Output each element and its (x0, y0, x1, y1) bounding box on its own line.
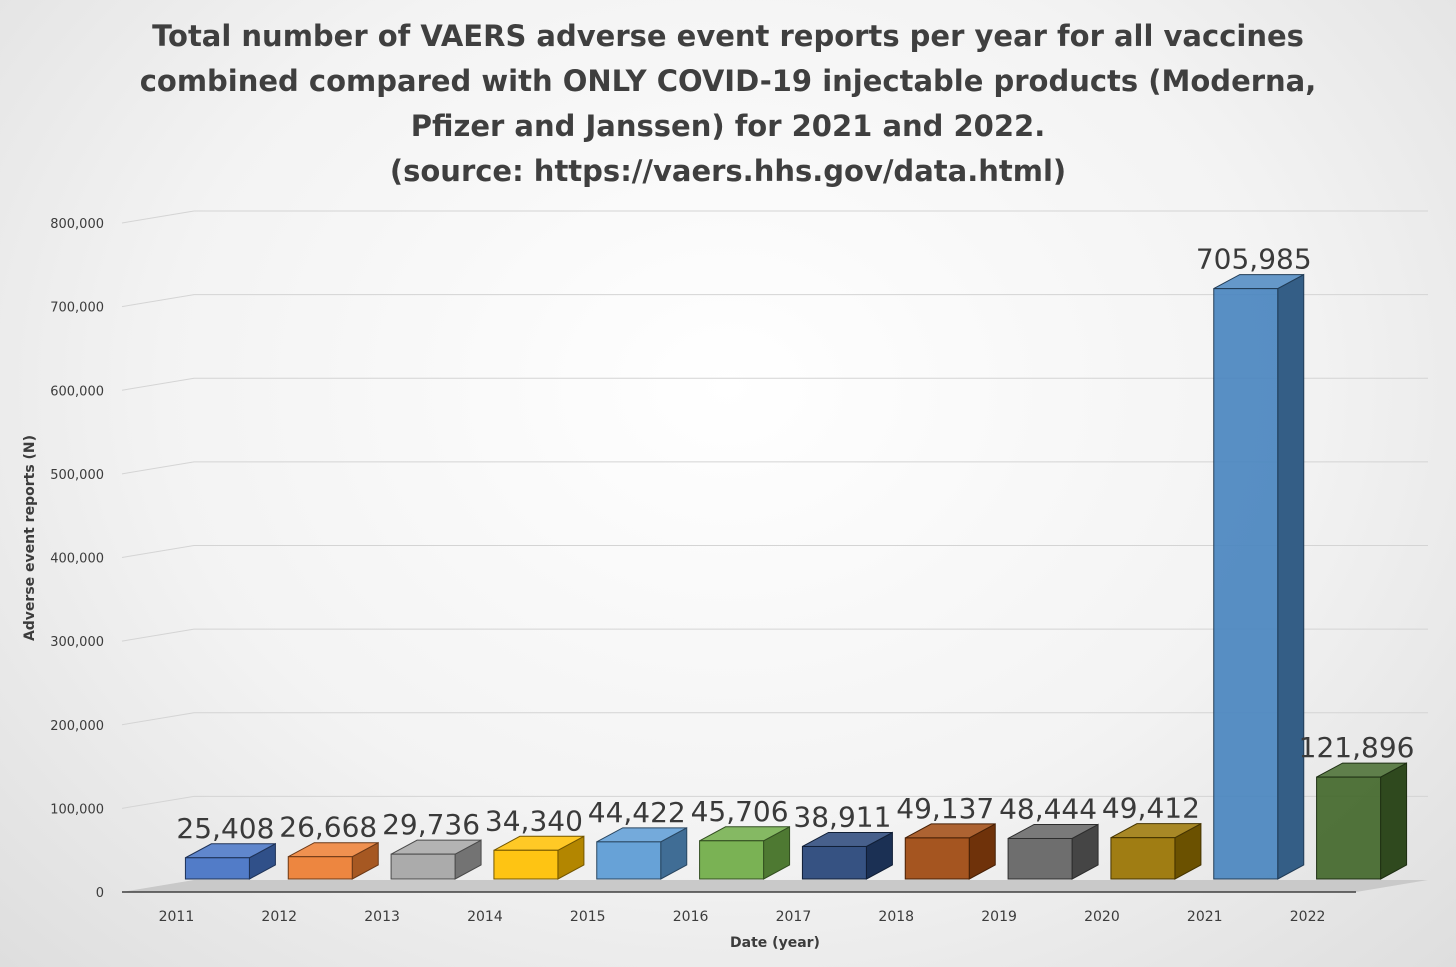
y-tick-label: 600,000 (50, 384, 104, 399)
bar (1316, 762, 1408, 880)
bar-front (1316, 776, 1382, 880)
y-tick-label: 300,000 (50, 635, 104, 650)
chart-title-line: combined compared with ONLY COVID-19 inj… (139, 64, 1317, 98)
x-tick-label: 2021 (1187, 909, 1223, 925)
x-tick-label: 2013 (364, 909, 400, 925)
x-tick-label: 2022 (1290, 909, 1326, 925)
y-tick-label: 200,000 (50, 719, 104, 734)
x-tick-label: 2017 (776, 909, 812, 925)
gridline (121, 545, 1428, 558)
y-axis: 0 100,000 200,000 300,000 400,000 500,000 600,… (50, 217, 104, 901)
bar (184, 842, 276, 880)
bar-side (1380, 762, 1408, 880)
data-label: 29,736 (382, 808, 480, 841)
data-label: 49,137 (896, 792, 994, 825)
bar (493, 835, 585, 880)
gridline (121, 712, 1428, 726)
floor (122, 880, 1428, 893)
data-label: 26,668 (279, 811, 377, 844)
bar-front (184, 857, 250, 880)
chart-title-line: Pfizer and Janssen) for 2021 and 2022. (410, 109, 1046, 143)
gridline (121, 377, 1428, 391)
bars (184, 273, 1408, 880)
y-axis-title: Adverse event reports (N) (22, 435, 38, 641)
bar-front (493, 849, 559, 880)
bar-front (287, 856, 353, 880)
gridline (121, 461, 1428, 475)
chart-title: Total number of VAERS adverse event repo… (0, 14, 1456, 194)
gridline (121, 210, 1428, 224)
y-tick-label: 700,000 (50, 301, 104, 316)
x-tick-label: 2018 (878, 909, 914, 925)
data-label: 705,985 (1196, 243, 1312, 276)
bar-front (596, 841, 662, 880)
gridline (121, 294, 1428, 308)
bar-front (1007, 837, 1073, 880)
data-label: 38,911 (793, 800, 891, 833)
data-label: 25,408 (176, 812, 274, 845)
y-tick-label: 400,000 (50, 552, 104, 567)
x-tick-label: 2020 (1084, 909, 1120, 925)
x-tick-label: 2014 (467, 909, 503, 925)
gridlines (121, 210, 1428, 809)
data-label: 44,422 (588, 796, 686, 829)
chart-title-line: (source: https://vaers.hhs.gov/data.html… (389, 154, 1067, 188)
bar (699, 825, 791, 880)
data-labels: 25,408 26,668 29,736 34,340 44,422 45,706 38,9… (176, 243, 1414, 845)
data-label: 48,444 (999, 792, 1097, 825)
bar-side (1277, 273, 1305, 880)
y-tick-label: 100,000 (50, 802, 104, 817)
bar (904, 823, 996, 880)
bar (287, 841, 379, 880)
gridline (121, 795, 1428, 809)
gridline (121, 628, 1428, 642)
bar (1213, 273, 1305, 880)
chart-title-line: Total number of VAERS adverse event repo… (152, 19, 1304, 53)
x-tick-label: 2015 (570, 909, 606, 925)
x-tick-label: 2019 (981, 909, 1017, 925)
data-label: 45,706 (691, 795, 789, 828)
bar (596, 827, 688, 880)
bar (801, 831, 893, 880)
x-axis: 2011 2012 2013 2014 2015 2016 2017 2018 2019 2020… (159, 909, 1326, 925)
y-tick-label: 0 (96, 886, 104, 901)
x-tick-label: 2016 (673, 909, 709, 925)
bar-front (390, 853, 456, 880)
chart-floor (122, 880, 1428, 892)
x-tick-label: 2011 (159, 909, 195, 925)
bar-front (1110, 837, 1176, 880)
x-tick-label: 2012 (261, 909, 297, 925)
x-axis-title: Date (year) (730, 935, 820, 951)
bar-front (699, 840, 765, 880)
bar-front (1213, 288, 1279, 880)
data-label: 34,340 (485, 804, 583, 837)
bar (390, 839, 482, 880)
bar (1110, 822, 1202, 880)
data-label: 121,896 (1299, 731, 1415, 764)
data-label: 49,412 (1102, 792, 1200, 825)
y-tick-label: 800,000 (50, 217, 104, 232)
bar-front (904, 837, 970, 880)
bar (1007, 823, 1099, 880)
bar-front (801, 845, 867, 880)
y-tick-label: 500,000 (50, 468, 104, 483)
